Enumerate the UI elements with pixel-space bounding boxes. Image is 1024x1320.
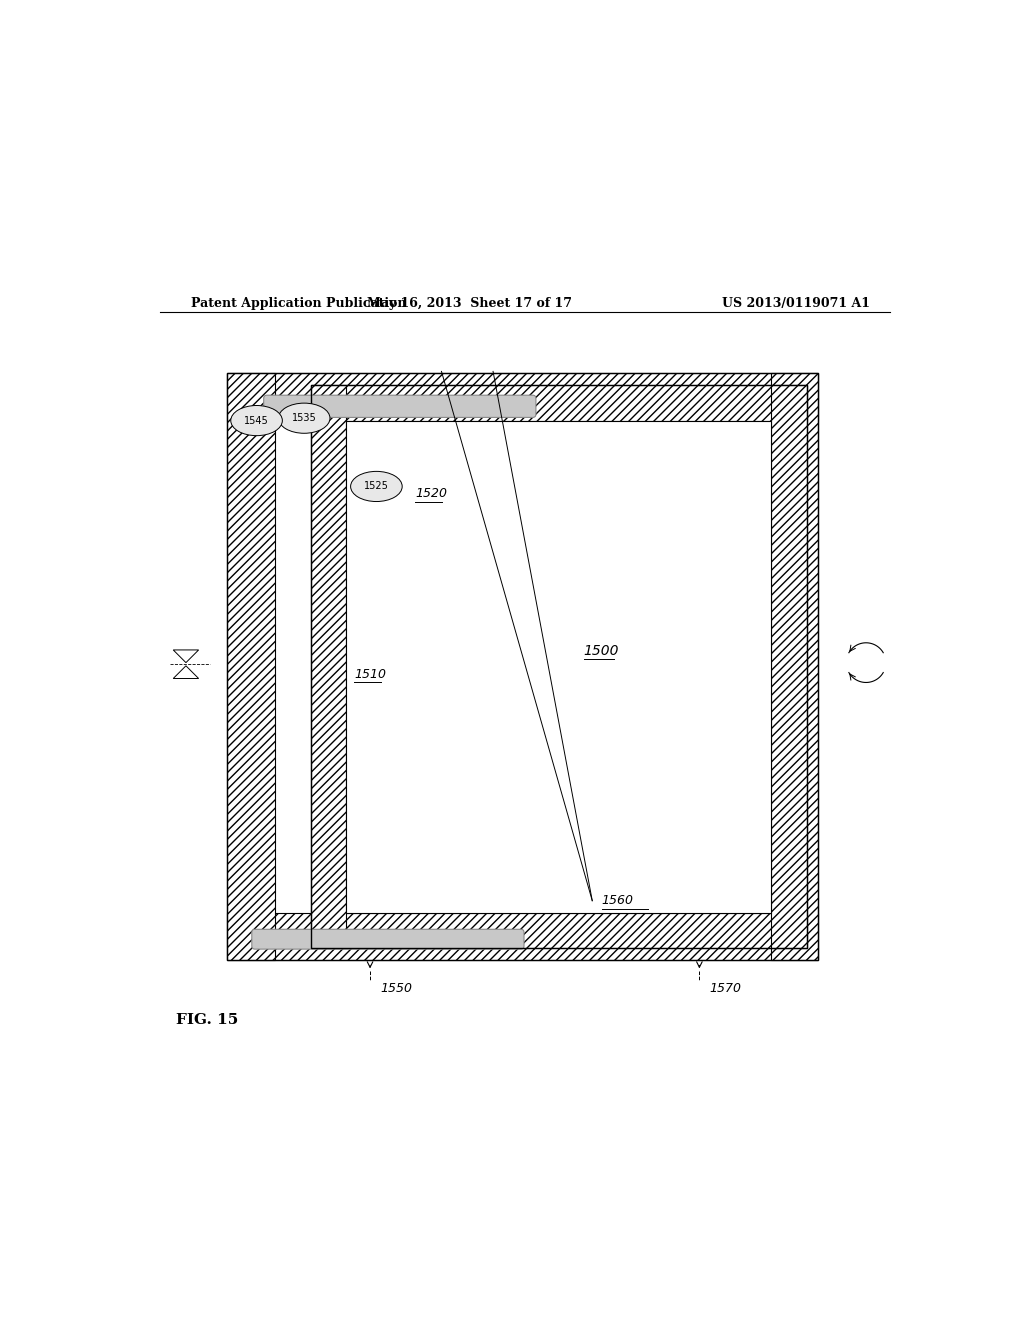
Bar	[227, 912, 818, 960]
Text: 1570: 1570	[710, 982, 741, 994]
Text: 1525: 1525	[364, 482, 389, 491]
Bar	[227, 374, 818, 960]
Bar	[771, 385, 807, 948]
Bar	[310, 385, 807, 421]
Bar	[310, 385, 807, 948]
Text: Patent Application Publication: Patent Application Publication	[191, 297, 407, 310]
Polygon shape	[173, 665, 199, 678]
Bar	[310, 912, 807, 948]
Ellipse shape	[230, 405, 283, 436]
Text: 1560: 1560	[602, 894, 634, 907]
Text: 1550: 1550	[380, 982, 413, 994]
Bar	[310, 385, 346, 948]
Text: FIG. 15: FIG. 15	[176, 1012, 238, 1027]
Bar	[227, 374, 818, 421]
Polygon shape	[173, 649, 199, 663]
Bar	[771, 374, 818, 960]
Bar	[346, 421, 771, 912]
Ellipse shape	[350, 471, 402, 502]
Text: 1510: 1510	[354, 668, 386, 681]
Text: US 2013/0119071 A1: US 2013/0119071 A1	[722, 297, 870, 310]
Bar	[310, 385, 807, 948]
Text: 1520: 1520	[416, 487, 447, 500]
Text: 1500: 1500	[584, 644, 620, 657]
Text: May 16, 2013  Sheet 17 of 17: May 16, 2013 Sheet 17 of 17	[367, 297, 571, 310]
FancyBboxPatch shape	[252, 929, 524, 949]
FancyBboxPatch shape	[264, 395, 536, 417]
Text: 1545: 1545	[244, 416, 269, 425]
Ellipse shape	[279, 403, 330, 433]
Bar	[227, 374, 274, 960]
Bar	[274, 421, 771, 912]
Text: 1535: 1535	[292, 413, 316, 424]
